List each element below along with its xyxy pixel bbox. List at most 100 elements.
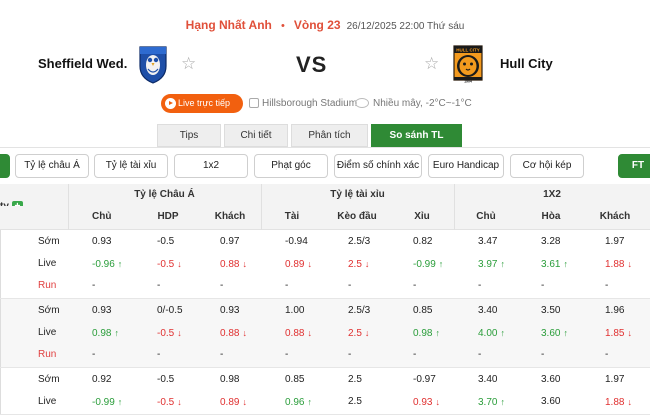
filter-ft-button[interactable]: FT bbox=[618, 154, 650, 178]
odds-value: - bbox=[92, 280, 96, 291]
odds-value: - bbox=[413, 349, 417, 360]
odds-value: 0.92 bbox=[92, 374, 112, 385]
odds-value: 0.88 bbox=[220, 259, 240, 270]
row-label: Live bbox=[38, 327, 57, 338]
odds-value: -0.5 bbox=[157, 328, 175, 339]
home-team-name[interactable]: Sheffield Wed. bbox=[38, 56, 128, 71]
odds-value: -0.99 bbox=[413, 259, 436, 270]
filter-double-chance[interactable]: Cơ hội kép bbox=[510, 154, 584, 178]
odds-value: 3.60 bbox=[541, 396, 561, 407]
arrow-down-icon: ↓ bbox=[177, 259, 182, 269]
group-asian-handicap: Tỷ lệ Châu Á bbox=[134, 189, 195, 200]
tab-details[interactable]: Chi tiết bbox=[224, 124, 288, 147]
odds-value: 3.70 bbox=[478, 397, 498, 408]
live-stream-button[interactable]: Live trực tiếp bbox=[161, 94, 243, 113]
odds-value: - bbox=[348, 349, 352, 360]
odds-cell: 3.97 ↑ bbox=[478, 253, 505, 276]
odds-cell: 3.47 bbox=[478, 231, 497, 253]
filter-button-partial[interactable] bbox=[0, 154, 10, 178]
table-row[interactable]: Sớm 0.93 -0.5 0.97 -0.94 2.5/3 0.82 3.47 3.28 1.9… bbox=[0, 231, 650, 253]
odds-cell: 3.40 bbox=[478, 300, 497, 322]
table-group-header: ty+ Tỷ lệ Châu Á Tỷ lệ tài xỉu 1X2 bbox=[0, 184, 650, 212]
odds-cell: 3.60 bbox=[541, 369, 560, 391]
odds-value: - bbox=[478, 280, 482, 291]
row-label: Run bbox=[38, 349, 57, 360]
odds-value: 2.5 bbox=[348, 259, 362, 270]
odds-cell: 0.93 bbox=[92, 231, 111, 253]
odds-block: Sớm 0.93 -0.5 0.97 -0.94 2.5/3 0.82 3.47 3.28 1.9… bbox=[0, 230, 650, 298]
tiger-crest-icon[interactable]: HULL CITY 1904 bbox=[452, 44, 484, 84]
odds-value: 0.93 bbox=[413, 397, 433, 408]
filter-euro-handicap[interactable]: Euro Handicap bbox=[428, 154, 504, 178]
row-label: Sớm bbox=[38, 374, 60, 385]
filter-corners[interactable]: Phạt góc bbox=[254, 154, 328, 178]
odds-cell: 2.5 bbox=[348, 369, 362, 391]
odds-cell: 1.00 bbox=[285, 300, 304, 322]
table-row[interactable]: Sớm 0.93 0/-0.5 0.93 1.00 2.5/3 0.85 3.40 3.50 1.… bbox=[0, 300, 650, 322]
favorite-home-star-icon[interactable]: ☆ bbox=[181, 54, 197, 73]
odds-cell: - bbox=[157, 344, 160, 366]
odds-cell: 0.98 bbox=[220, 369, 239, 391]
odds-value: -0.94 bbox=[285, 236, 308, 247]
odds-cell: 4.00 ↑ bbox=[478, 322, 505, 345]
row-label: Run bbox=[38, 280, 57, 291]
arrow-up-icon: ↑ bbox=[117, 397, 123, 407]
odds-value: -0.99 bbox=[92, 397, 115, 408]
odds-cell: 3.28 bbox=[541, 231, 560, 253]
col-hdp: HDP bbox=[157, 211, 179, 222]
filter-asian-handicap[interactable]: Tỷ lệ châu Á bbox=[15, 154, 89, 178]
odds-value: 1.85 bbox=[605, 328, 625, 339]
header-divider bbox=[261, 184, 262, 230]
col-away: Khách bbox=[214, 211, 246, 222]
arrow-up-icon: ↑ bbox=[500, 328, 505, 338]
tab-analysis[interactable]: Phân tích bbox=[291, 124, 368, 147]
stadium-info: Hillsborough Stadium bbox=[249, 98, 358, 109]
table-row[interactable]: Live -0.99 ↑ -0.5 ↓ 0.89 ↓ 0.96 ↑ 2.5 0.93 ↓ 3.70 ↑ 3.… bbox=[0, 391, 650, 413]
odds-cell: 0.98 ↑ bbox=[92, 322, 119, 345]
owl-crest-icon[interactable] bbox=[137, 44, 169, 84]
arrow-down-icon: ↓ bbox=[627, 328, 632, 338]
odds-cell: - bbox=[605, 344, 608, 366]
favorite-away-star-icon[interactable]: ☆ bbox=[424, 54, 440, 73]
table-row[interactable]: Live -0.96 ↑ -0.5 ↓ 0.88 ↓ 0.89 ↓ 2.5 ↓ -0.99 ↑ 3.97 ↑… bbox=[0, 253, 650, 275]
odds-cell: -0.96 ↑ bbox=[92, 253, 122, 276]
tab-tips[interactable]: Tips bbox=[157, 124, 221, 147]
odds-value: 1.97 bbox=[605, 236, 625, 247]
odds-value: -0.5 bbox=[157, 236, 175, 247]
away-team-name[interactable]: Hull City bbox=[500, 56, 553, 71]
odds-cell: 3.50 bbox=[541, 300, 560, 322]
odds-cell: 1.96 bbox=[605, 300, 624, 322]
odds-cell: - bbox=[348, 275, 351, 297]
odds-cell: - bbox=[285, 344, 288, 366]
odds-cell: 0.88 ↓ bbox=[220, 253, 247, 276]
tab-odds-compare[interactable]: So sánh TL bbox=[371, 124, 462, 147]
odds-block: Sớm 0.93 0/-0.5 0.93 1.00 2.5/3 0.85 3.40 3.50 1.… bbox=[0, 299, 650, 367]
odds-value: - bbox=[413, 280, 417, 291]
odds-cell: 2.5/3 bbox=[348, 231, 370, 253]
filter-1x2[interactable]: 1x2 bbox=[174, 154, 248, 178]
odds-cell: 0.93 bbox=[92, 300, 111, 322]
odds-value: - bbox=[220, 349, 224, 360]
odds-value: 0.93 bbox=[92, 305, 112, 316]
odds-cell: - bbox=[92, 275, 95, 297]
filter-correct-score[interactable]: Điểm số chính xác bbox=[334, 154, 422, 178]
league-link[interactable]: Hạng Nhất Anh bbox=[185, 18, 272, 32]
odds-cell: - bbox=[478, 344, 481, 366]
filter-over-under[interactable]: Tỷ lệ tài xỉu bbox=[94, 154, 168, 178]
odds-value: 3.60 bbox=[541, 374, 561, 385]
table-row[interactable]: Sớm 0.92 -0.5 0.98 0.85 2.5 -0.97 3.40 3.60 1.97 bbox=[0, 369, 650, 391]
odds-cell: - bbox=[413, 275, 416, 297]
tab-bar: Tips Chi tiết Phân tích So sánh TL bbox=[157, 124, 465, 147]
odds-value: 0/-0.5 bbox=[157, 305, 183, 316]
odds-cell: 2.5 ↓ bbox=[348, 253, 369, 276]
stadium-name: Hillsborough Stadium bbox=[262, 98, 358, 109]
table-row[interactable]: Live 0.98 ↑ -0.5 ↓ 0.88 ↓ 0.88 ↓ 2.5 ↓ 0.98 ↑ 4.00 ↑ 3.… bbox=[0, 322, 650, 344]
odds-cell: -0.5 ↓ bbox=[157, 391, 182, 414]
table-row[interactable]: Run - - - - - - - - - bbox=[0, 275, 650, 297]
group-over-under: Tỷ lệ tài xỉu bbox=[330, 189, 385, 200]
odds-value: 3.47 bbox=[478, 236, 498, 247]
row-label: Live bbox=[38, 396, 57, 407]
odds-value: 3.50 bbox=[541, 305, 561, 316]
table-row[interactable]: Run - - - - - - - - - bbox=[0, 344, 650, 366]
odds-cell: -0.99 ↑ bbox=[413, 253, 443, 276]
